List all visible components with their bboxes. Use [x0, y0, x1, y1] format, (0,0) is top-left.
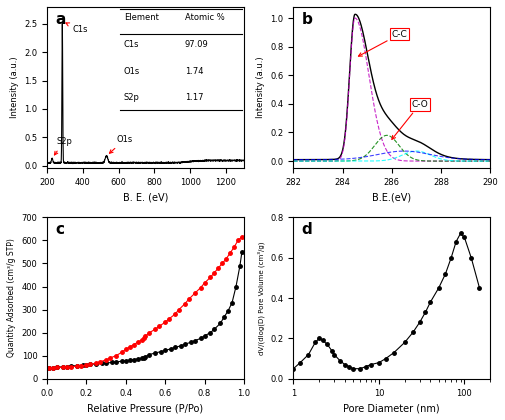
Text: S2p: S2p — [124, 93, 140, 102]
X-axis label: Pore Diameter (nm): Pore Diameter (nm) — [343, 403, 440, 413]
Text: a: a — [55, 12, 65, 27]
Text: b: b — [301, 12, 312, 27]
X-axis label: B.E.(eV): B.E.(eV) — [372, 193, 412, 203]
Text: C-C: C-C — [359, 30, 408, 56]
Text: 1.74: 1.74 — [185, 67, 204, 76]
Text: S2p: S2p — [55, 137, 72, 155]
X-axis label: Relative Pressure (P/Po): Relative Pressure (P/Po) — [87, 403, 204, 413]
Text: 1.17: 1.17 — [185, 93, 204, 102]
Text: 97.09: 97.09 — [185, 40, 209, 49]
Text: C1s: C1s — [124, 40, 139, 49]
Text: O1s: O1s — [110, 135, 133, 153]
Y-axis label: dV/(dlog(D) Pore Volume (cm³/g): dV/(dlog(D) Pore Volume (cm³/g) — [258, 241, 265, 355]
Text: C1s: C1s — [66, 23, 88, 34]
Y-axis label: Intensity (a.u.): Intensity (a.u.) — [256, 57, 265, 118]
Y-axis label: Quantity Adsorbed (cm³/g STP): Quantity Adsorbed (cm³/g STP) — [7, 239, 16, 357]
Text: d: d — [301, 222, 312, 237]
Text: C-O: C-O — [392, 100, 428, 139]
Text: Atomic %: Atomic % — [185, 13, 225, 22]
Text: c: c — [55, 222, 64, 237]
Text: O1s: O1s — [124, 67, 140, 76]
X-axis label: B. E. (eV): B. E. (eV) — [123, 193, 168, 203]
Text: Element: Element — [124, 13, 159, 22]
Y-axis label: Intensity (a.u.): Intensity (a.u.) — [10, 57, 19, 118]
